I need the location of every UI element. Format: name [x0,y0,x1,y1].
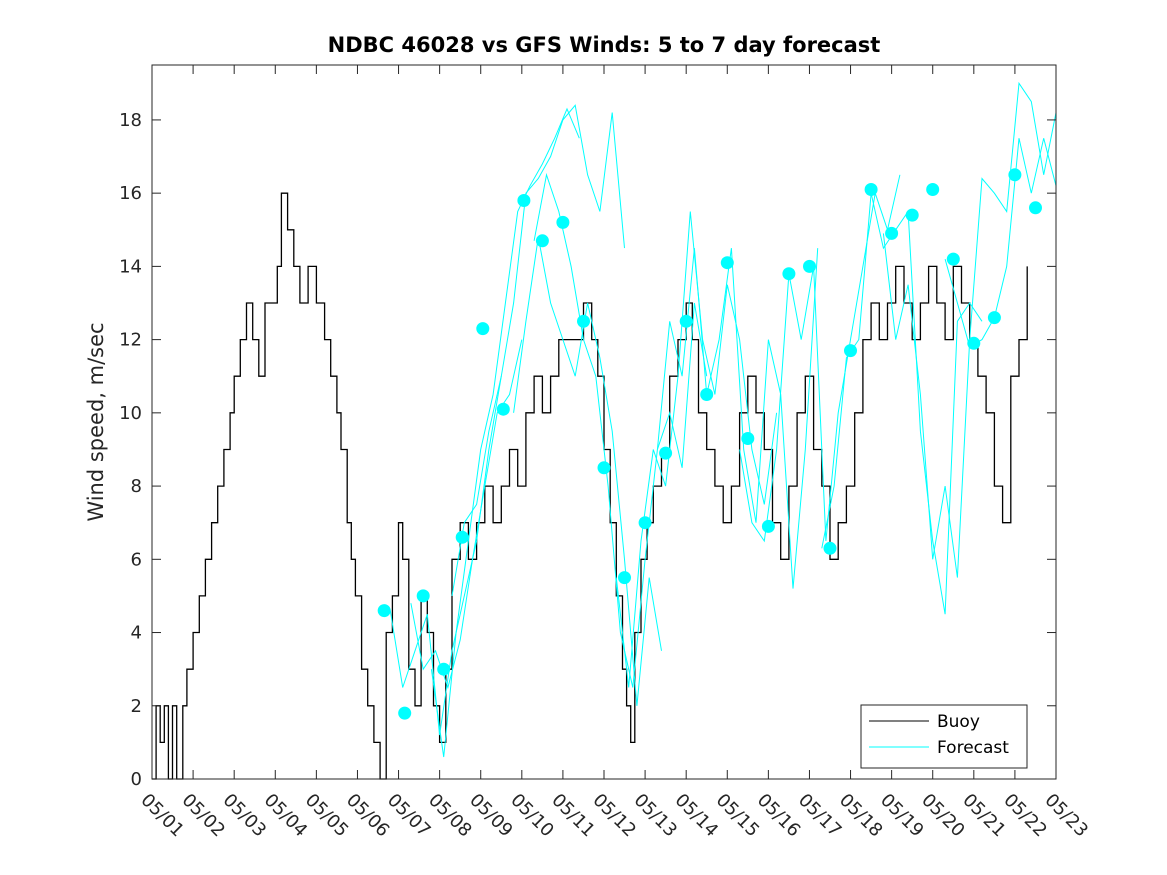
forecast-marker-29 [967,336,981,350]
legend: Buoy Forecast [860,704,1028,769]
forecast-marker-22 [823,541,837,555]
forecast-line-2 [430,107,580,758]
forecast-marker-5 [476,322,490,336]
forecast-marker-11 [597,461,611,475]
y-tick-label-8: 8 [131,476,142,497]
forecast-line-3 [451,104,625,596]
forecast-marker-27 [926,183,940,196]
forecast-marker-9 [556,215,570,229]
y-axis-label: Wind speed, m/sec [84,322,108,521]
forecast-marker-23 [844,344,857,358]
forecast-marker-25 [885,226,899,240]
y-tick-label-10: 10 [119,403,142,424]
forecast-marker-28 [946,252,960,266]
forecast-marker-12 [618,571,631,585]
y-tick-label-12: 12 [119,330,142,351]
buoy-line [152,192,1028,780]
legend-box [860,704,1028,769]
forecast-marker-8 [535,234,549,248]
y-tick-label-14: 14 [119,256,142,277]
forecast-marker-4 [455,530,469,544]
forecast-marker-1 [398,706,412,720]
legend-entry-buoy: Buoy [937,712,980,732]
forecast-marker-19 [761,519,775,533]
y-tick-label-16: 16 [119,183,142,204]
forecast-marker-15 [679,314,693,328]
plot-marks [152,81,1057,780]
forecast-marker-18 [741,432,755,445]
forecast-line-5 [533,172,708,688]
forecast-line-7 [656,248,819,589]
forecast-marker-26 [905,208,919,222]
forecast-line-11 [944,138,1057,348]
forecast-marker-6 [496,402,510,416]
forecast-line-0 [389,376,502,736]
forecast-marker-16 [700,388,714,401]
forecast-marker-24 [864,183,878,196]
legend-entry-forecast: Forecast [937,738,1009,758]
y-tick-label-18: 18 [119,110,142,131]
y-tick-label-0: 0 [131,769,142,790]
y-tick-label-6: 6 [131,549,142,570]
forecast-marker-21 [803,259,816,273]
forecast-marker-14 [659,446,673,460]
forecast-marker-13 [638,516,652,530]
forecast-marker-3 [437,662,451,676]
forecast-marker-17 [720,256,734,270]
forecast-marker-31 [1008,168,1022,182]
forecast-marker-10 [577,314,590,328]
forecast-marker-7 [517,194,531,207]
forecast-marker-2 [416,589,430,603]
chart-title: NDBC 46028 vs GFS Winds: 5 to 7 day fore… [328,33,881,57]
y-tick-label-4: 4 [131,623,142,644]
forecast-marker-32 [1029,201,1042,215]
forecast-marker-20 [782,267,796,281]
forecast-marker-0 [377,604,391,618]
y-tick-label-2: 2 [131,696,142,717]
forecast-marker-30 [987,311,1001,325]
